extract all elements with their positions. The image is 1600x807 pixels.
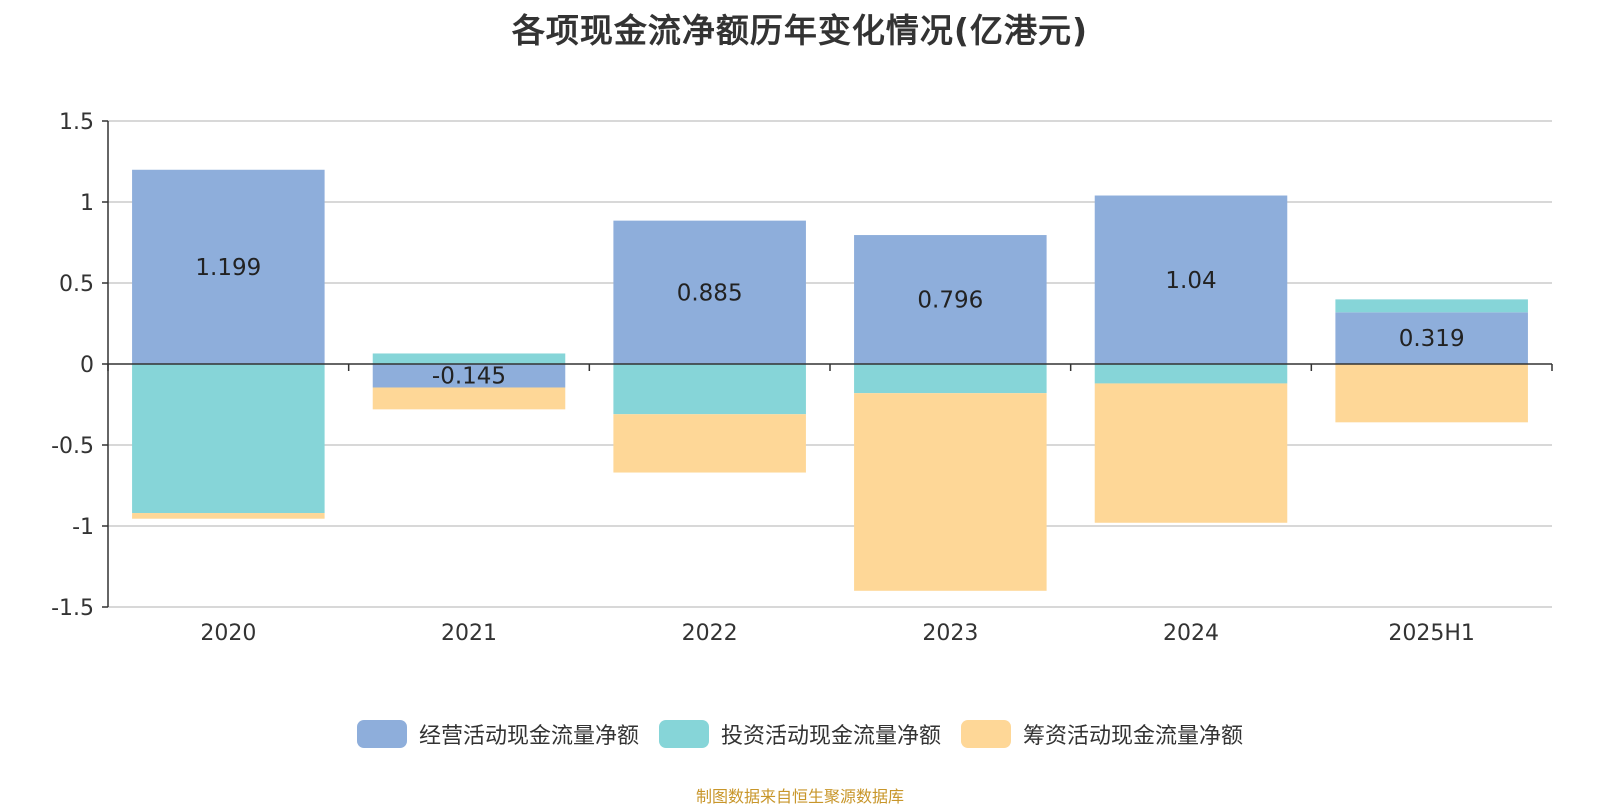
bar-3-2024 <box>1094 383 1288 523</box>
bar-2-2023 <box>854 364 1047 394</box>
legend-swatch <box>356 720 407 748</box>
bar-1-2024 <box>1094 195 1288 364</box>
data-label: 0.319 <box>1399 326 1465 352</box>
bar-2-2020 <box>132 364 325 514</box>
legend-swatch <box>961 720 1011 748</box>
bar-1-2020 <box>132 169 325 364</box>
legend-label: 投资活动现金流量净额 <box>720 724 941 749</box>
bar-3-2022 <box>613 414 806 473</box>
y-tick-label: -1.5 <box>51 596 94 621</box>
x-tick-label: 2023 <box>922 621 978 646</box>
bar-1-2022 <box>613 220 806 364</box>
x-tick-label: 2021 <box>441 621 497 646</box>
data-label: -0.145 <box>432 364 506 390</box>
bar-2-2024 <box>1094 364 1288 384</box>
legend-label: 经营活动现金流量净额 <box>418 724 639 749</box>
bar-3-2021 <box>372 387 566 410</box>
x-tick-label: 2020 <box>200 621 256 646</box>
bar-2-2022 <box>613 364 806 415</box>
x-tick-label: 2025H1 <box>1388 621 1475 646</box>
y-tick-label: -1 <box>72 515 94 540</box>
x-tick-label: 2022 <box>682 621 738 646</box>
y-tick-label: -0.5 <box>51 434 94 459</box>
legend-swatch <box>658 720 709 748</box>
bar-1-2023 <box>854 235 1047 364</box>
x-tick-label: 2024 <box>1163 621 1219 646</box>
bar-1-2025H1 <box>1335 312 1528 364</box>
y-tick-label: 0.5 <box>59 272 94 297</box>
data-label: 1.04 <box>1165 268 1216 294</box>
legend-item[interactable]: 经营活动现金流量净额 <box>356 718 639 750</box>
source-note: 制图数据来自恒生聚源数据库 <box>695 787 904 806</box>
bar-2-2021 <box>372 353 566 364</box>
bar-2-2025H1 <box>1335 299 1528 313</box>
legend: 经营活动现金流量净额 投资活动现金流量净额 筹资活动现金流量净额 <box>0 718 1600 750</box>
data-label: 0.796 <box>917 288 983 314</box>
y-tick-label: 1 <box>80 191 94 216</box>
data-label: 1.199 <box>195 255 261 281</box>
bar-3-2020 <box>132 513 325 519</box>
legend-label: 筹资活动现金流量净额 <box>1023 724 1244 749</box>
chart-title: 各项现金流净额历年变化情况(亿港元) <box>511 11 1089 50</box>
bar-1-2021 <box>372 364 566 388</box>
bar-3-2025H1 <box>1335 364 1528 423</box>
legend-item[interactable]: 投资活动现金流量净额 <box>658 718 941 750</box>
bar-3-2023 <box>854 393 1047 591</box>
y-tick-label: 0 <box>80 353 94 378</box>
y-tick-label: 1.5 <box>59 110 94 135</box>
legend-item[interactable]: 筹资活动现金流量净额 <box>961 718 1243 750</box>
data-label: 0.885 <box>677 280 743 306</box>
